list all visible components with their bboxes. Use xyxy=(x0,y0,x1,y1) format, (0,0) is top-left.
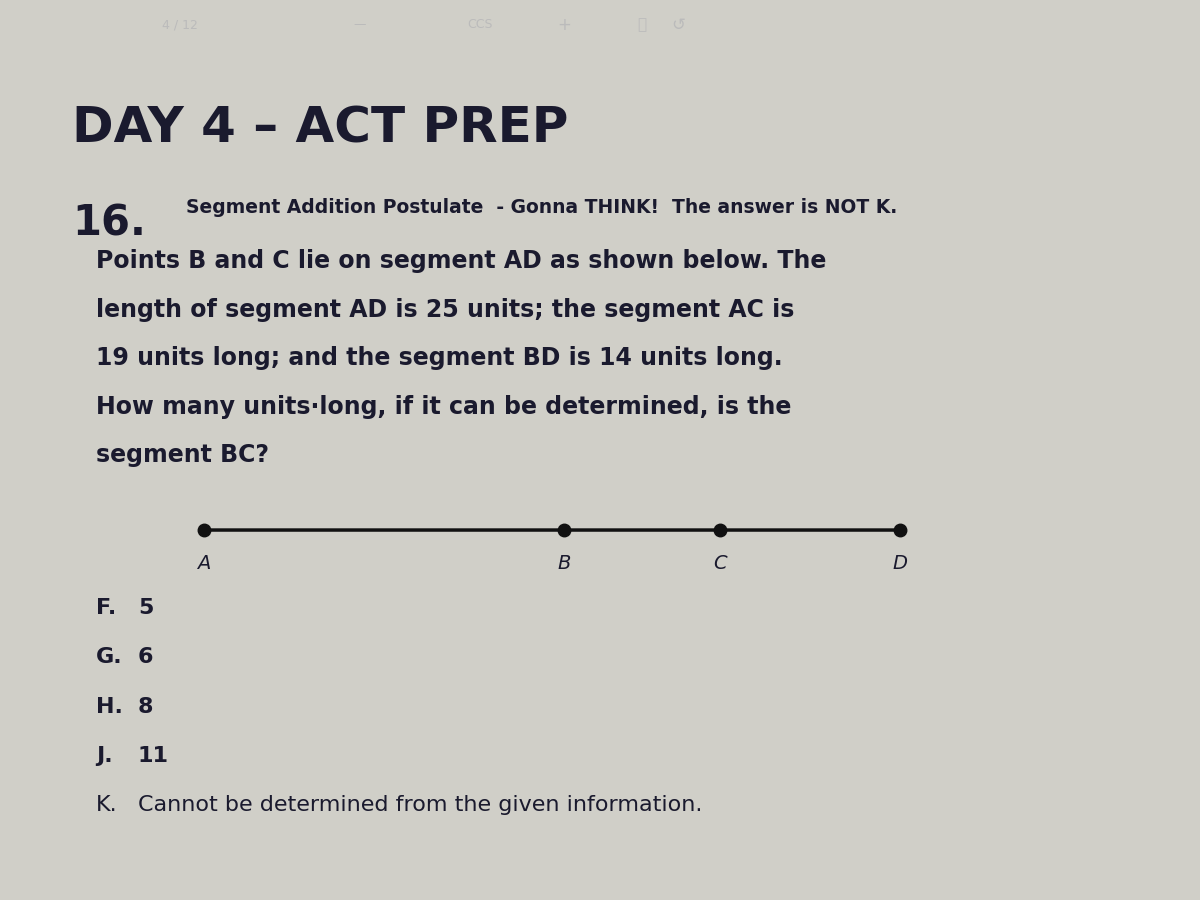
Text: Segment Addition Postulate  - Gonna THINK!  The answer is NOT K.: Segment Addition Postulate - Gonna THINK… xyxy=(186,198,898,217)
Text: J.: J. xyxy=(96,746,113,766)
Text: DAY 4 – ACT PREP: DAY 4 – ACT PREP xyxy=(72,104,569,153)
Text: ⎕: ⎕ xyxy=(637,17,647,32)
Text: 11: 11 xyxy=(138,746,169,766)
Text: length of segment AD is 25 units; the segment AC is: length of segment AD is 25 units; the se… xyxy=(96,298,794,322)
Text: F.: F. xyxy=(96,598,116,618)
Text: 4 / 12: 4 / 12 xyxy=(162,18,198,32)
Text: —: — xyxy=(354,18,366,32)
Text: B: B xyxy=(557,554,571,572)
Text: Cannot be determined from the given information.: Cannot be determined from the given info… xyxy=(138,796,702,815)
Text: 5: 5 xyxy=(138,598,154,618)
Text: segment BC?: segment BC? xyxy=(96,444,269,467)
Text: CCS: CCS xyxy=(467,18,493,32)
Text: H.: H. xyxy=(96,697,122,716)
Text: 19 units long; and the segment BD is 14 units long.: 19 units long; and the segment BD is 14 … xyxy=(96,346,782,370)
Text: 6: 6 xyxy=(138,647,154,668)
Text: D: D xyxy=(893,554,907,572)
Text: C: C xyxy=(713,554,727,572)
Text: 16.: 16. xyxy=(72,202,146,245)
Text: A: A xyxy=(197,554,211,572)
Text: +: + xyxy=(557,15,571,33)
Text: How many units·long, if it can be determined, is the: How many units·long, if it can be determ… xyxy=(96,395,791,419)
Text: Points B and C lie on segment AD as shown below. The: Points B and C lie on segment AD as show… xyxy=(96,249,827,274)
Text: G.: G. xyxy=(96,647,122,668)
Text: 8: 8 xyxy=(138,697,154,716)
Text: ↺: ↺ xyxy=(671,15,685,33)
Text: K.: K. xyxy=(96,796,118,815)
